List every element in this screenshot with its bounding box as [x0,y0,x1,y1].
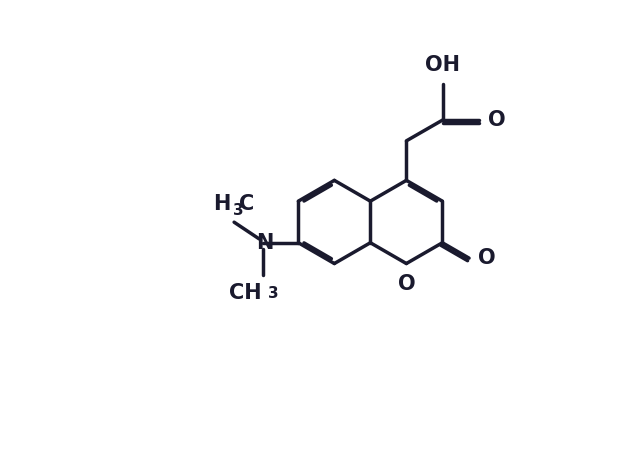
Text: CH: CH [229,283,262,303]
Text: C: C [239,194,254,214]
Text: O: O [478,248,496,268]
Text: O: O [488,110,506,130]
Text: 3: 3 [232,203,243,218]
Text: 3: 3 [268,286,279,301]
Text: N: N [256,233,273,253]
Text: OH: OH [425,55,460,75]
Text: O: O [397,274,415,294]
Text: H: H [213,194,230,214]
